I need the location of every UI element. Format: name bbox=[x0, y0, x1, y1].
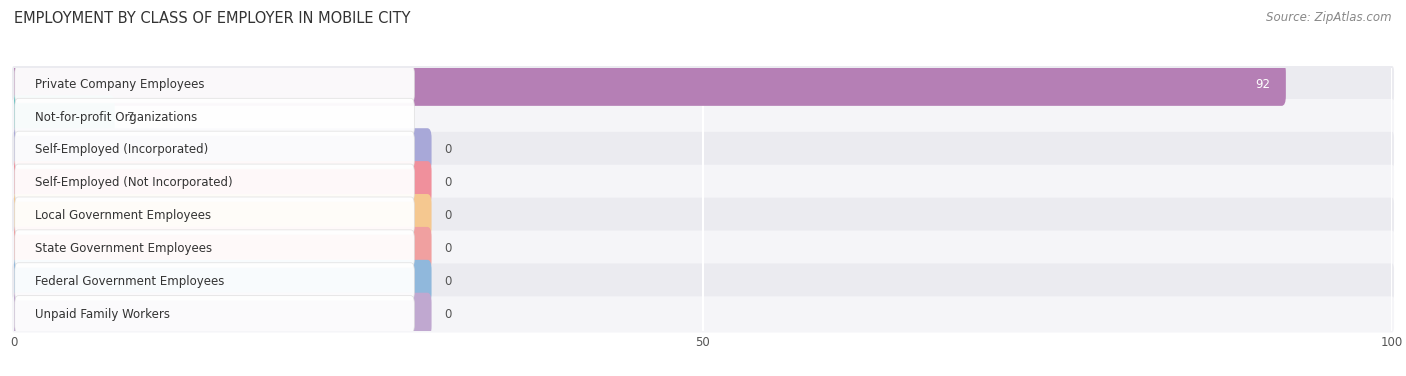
FancyBboxPatch shape bbox=[14, 230, 415, 267]
FancyBboxPatch shape bbox=[13, 165, 1393, 201]
Text: 7: 7 bbox=[127, 111, 135, 124]
FancyBboxPatch shape bbox=[13, 132, 1393, 168]
FancyBboxPatch shape bbox=[10, 96, 115, 139]
FancyBboxPatch shape bbox=[14, 131, 415, 169]
Text: Not-for-profit Organizations: Not-for-profit Organizations bbox=[35, 111, 197, 124]
Text: State Government Employees: State Government Employees bbox=[35, 242, 212, 255]
FancyBboxPatch shape bbox=[14, 296, 415, 333]
Text: 0: 0 bbox=[444, 176, 451, 190]
Text: Source: ZipAtlas.com: Source: ZipAtlas.com bbox=[1267, 11, 1392, 24]
FancyBboxPatch shape bbox=[14, 263, 415, 300]
FancyBboxPatch shape bbox=[10, 62, 1286, 106]
FancyBboxPatch shape bbox=[14, 197, 415, 235]
Text: Self-Employed (Not Incorporated): Self-Employed (Not Incorporated) bbox=[35, 176, 232, 190]
FancyBboxPatch shape bbox=[10, 128, 432, 171]
FancyBboxPatch shape bbox=[13, 99, 1393, 135]
FancyBboxPatch shape bbox=[10, 293, 432, 336]
Text: Private Company Employees: Private Company Employees bbox=[35, 77, 204, 91]
FancyBboxPatch shape bbox=[10, 194, 432, 238]
FancyBboxPatch shape bbox=[10, 161, 432, 205]
Text: Unpaid Family Workers: Unpaid Family Workers bbox=[35, 308, 170, 321]
FancyBboxPatch shape bbox=[14, 65, 415, 103]
FancyBboxPatch shape bbox=[13, 296, 1393, 332]
Text: Self-Employed (Incorporated): Self-Employed (Incorporated) bbox=[35, 143, 208, 156]
FancyBboxPatch shape bbox=[13, 66, 1393, 102]
FancyBboxPatch shape bbox=[13, 264, 1393, 300]
Text: EMPLOYMENT BY CLASS OF EMPLOYER IN MOBILE CITY: EMPLOYMENT BY CLASS OF EMPLOYER IN MOBIL… bbox=[14, 11, 411, 26]
FancyBboxPatch shape bbox=[13, 198, 1393, 234]
FancyBboxPatch shape bbox=[10, 260, 432, 303]
Text: 0: 0 bbox=[444, 209, 451, 222]
Text: 92: 92 bbox=[1256, 77, 1271, 91]
Text: 0: 0 bbox=[444, 275, 451, 288]
FancyBboxPatch shape bbox=[13, 230, 1393, 267]
FancyBboxPatch shape bbox=[14, 98, 415, 136]
FancyBboxPatch shape bbox=[14, 164, 415, 202]
FancyBboxPatch shape bbox=[10, 227, 432, 270]
Text: Federal Government Employees: Federal Government Employees bbox=[35, 275, 224, 288]
Text: 0: 0 bbox=[444, 143, 451, 156]
Text: Local Government Employees: Local Government Employees bbox=[35, 209, 211, 222]
Text: 0: 0 bbox=[444, 242, 451, 255]
Text: 0: 0 bbox=[444, 308, 451, 321]
